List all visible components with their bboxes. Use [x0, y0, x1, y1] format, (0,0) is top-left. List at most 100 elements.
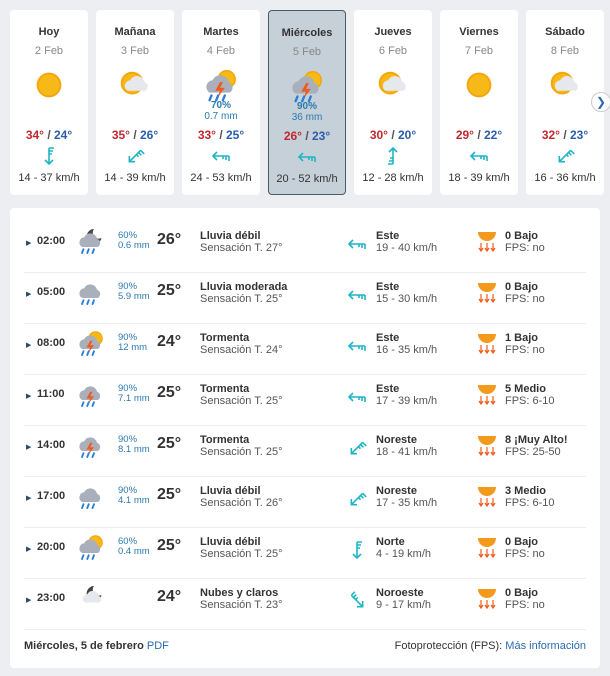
day-card[interactable]: Viernes 7 Feb 29° / 22° 18 - 39 km/h: [440, 10, 518, 195]
wind-speed: 20 - 52 km/h: [276, 173, 338, 185]
hour-desc: Lluvia débil Sensación T. 26°: [200, 485, 282, 509]
hour-row[interactable]: ▶ 14:00 90% 8.1 mm 25° Tormenta Sensación …: [24, 426, 586, 477]
hour-precip: 90% 4.1 mm: [118, 486, 150, 506]
footer: Miércoles, 5 de febrero PDF Fotoprotecci…: [24, 640, 586, 652]
day-name: Jueves: [374, 26, 412, 38]
wind-arrow-icon: [182, 145, 260, 167]
expand-icon[interactable]: ▶: [26, 597, 32, 604]
fps: FPS: no: [505, 599, 545, 611]
precip-mm: 4.1 mm: [118, 495, 150, 506]
hour-row[interactable]: ▶ 11:00 90% 7.1 mm 25° Tormenta Sensación …: [24, 375, 586, 426]
wind-direction: Norte: [376, 536, 405, 548]
day-card[interactable]: Mañana 3 Feb 35° / 26° 14 - 39 km/h: [96, 10, 174, 195]
pdf-link[interactable]: PDF: [146, 640, 169, 652]
day-card[interactable]: Miércoles 5 Feb 90% 36 mm 26° / 23° 20 - …: [268, 10, 346, 195]
uv-sun-icon: [476, 432, 498, 461]
precip-prob: 60%: [118, 536, 138, 547]
wind-direction: Noreste: [376, 485, 417, 497]
wind-speed: 17 - 39 km/h: [376, 395, 438, 407]
wind-arrow-icon: [354, 145, 432, 167]
wind-speed: 14 - 37 km/h: [18, 172, 80, 184]
wind-direction: Este: [376, 230, 400, 242]
hour-temp: 25°: [157, 486, 182, 503]
fps-label: Fotoprotección (FPS):: [394, 640, 503, 652]
condition: Lluvia moderada: [200, 281, 288, 293]
wind-speed: 24 - 53 km/h: [190, 172, 252, 184]
weather-storm-sun-icon: [76, 328, 106, 361]
wind-speed: 16 - 36 km/h: [534, 172, 596, 184]
wind-speed: 4 - 19 km/h: [376, 548, 432, 560]
hour-precip: 90% 12 mm: [118, 333, 147, 353]
hour-time: 14:00: [37, 439, 66, 451]
day-name: Sábado: [545, 26, 585, 38]
wind-arrow-icon: [346, 386, 368, 411]
fps: FPS: no: [505, 548, 545, 560]
fps: FPS: no: [505, 242, 545, 254]
hourly-panel: ▶ 02:00 60% 0.6 mm 26° Lluvia débil Sensac…: [10, 208, 600, 668]
hour-row[interactable]: ▶ 02:00 60% 0.6 mm 26° Lluvia débil Sensac…: [24, 222, 586, 273]
next-days-button[interactable]: ❯: [591, 92, 610, 112]
expand-icon[interactable]: ▶: [26, 240, 32, 247]
day-card[interactable]: Jueves 6 Feb 30° / 20° 12 - 28 km/h: [354, 10, 432, 195]
expand-icon[interactable]: ▶: [26, 444, 32, 451]
precip-prob: 90%: [296, 101, 317, 112]
day-name: Hoy: [38, 26, 60, 38]
day-date: 3 Feb: [120, 45, 150, 57]
wind-arrow-icon: [269, 146, 345, 168]
chevron-right-icon: ❯: [595, 95, 607, 109]
condition: Tormenta: [200, 383, 250, 395]
expand-icon[interactable]: ▶: [26, 291, 32, 298]
hour-time: 17:00: [37, 490, 66, 502]
hour-uv: 3 Medio FPS: 6-10: [505, 485, 555, 509]
weather-storm-sun-icon: [269, 66, 345, 106]
day-temps: 29° / 22°: [455, 128, 503, 142]
day-date: 4 Feb: [206, 45, 236, 57]
fps: FPS: no: [505, 293, 545, 305]
wind-arrow-icon: [346, 284, 368, 309]
hour-row[interactable]: ▶ 20:00 60% 0.4 mm 25° Lluvia débil Sensac…: [24, 528, 586, 579]
hour-row[interactable]: ▶ 23:00 24° Nubes y claros Sensación T. 2…: [24, 579, 586, 630]
hour-wind: Noreste 18 - 41 km/h: [376, 434, 437, 458]
wind-direction: Este: [376, 332, 400, 344]
wind-speed: 18 - 39 km/h: [448, 172, 510, 184]
weather-storm-icon: [76, 430, 106, 463]
feels-like: Sensación T. 25°: [200, 548, 283, 560]
weather-sun-cloud-icon: [96, 65, 174, 105]
uv-index: 1 Bajo: [505, 332, 539, 344]
day-card[interactable]: Hoy 2 Feb 34° / 24° 14 - 37 km/h: [10, 10, 88, 195]
max-temp: 26°: [283, 129, 302, 143]
max-temp: 34°: [25, 128, 44, 142]
precip-mm: 8.1 mm: [118, 444, 150, 455]
day-date: 2 Feb: [34, 45, 64, 57]
uv-sun-icon: [476, 381, 498, 410]
fps: FPS: no: [505, 344, 545, 356]
hour-wind: Este 16 - 35 km/h: [376, 332, 437, 356]
hour-uv: 0 Bajo FPS: no: [505, 281, 545, 305]
wind-speed: 16 - 35 km/h: [376, 344, 438, 356]
hour-row[interactable]: ▶ 05:00 90% 5.9 mm 25° Lluvia moderada Sen…: [24, 273, 586, 324]
precip-mm: 36 mm: [291, 112, 323, 123]
precip-prob: 60%: [118, 230, 138, 241]
expand-icon[interactable]: ▶: [26, 393, 32, 400]
hour-wind: Este 19 - 40 km/h: [376, 230, 437, 254]
wind-speed: 19 - 40 km/h: [376, 242, 438, 254]
hour-desc: Lluvia débil Sensación T. 25°: [200, 536, 282, 560]
hour-desc: Nubes y claros Sensación T. 23°: [200, 587, 282, 611]
hour-row[interactable]: ▶ 17:00 90% 4.1 mm 25° Lluvia débil Sensac…: [24, 477, 586, 528]
wind-speed: 17 - 35 km/h: [376, 497, 438, 509]
hour-row[interactable]: ▶ 08:00 90% 12 mm 24° Tormenta Sensación T…: [24, 324, 586, 375]
wind-speed: 12 - 28 km/h: [362, 172, 424, 184]
wind-direction: Noreste: [376, 434, 417, 446]
day-date: 8 Feb: [550, 45, 580, 57]
more-info-link[interactable]: Más información: [505, 640, 586, 652]
hour-desc: Tormenta Sensación T. 25°: [200, 383, 282, 407]
expand-icon[interactable]: ▶: [26, 495, 32, 502]
max-temp: 32°: [541, 128, 560, 142]
min-temp: 26°: [140, 128, 159, 142]
weather-storm-icon: [76, 379, 106, 412]
expand-icon[interactable]: ▶: [26, 546, 32, 553]
fps: FPS: 25-50: [505, 446, 561, 458]
precip-mm: 0.4 mm: [118, 546, 150, 557]
expand-icon[interactable]: ▶: [26, 342, 32, 349]
day-card[interactable]: Martes 4 Feb 70% 0.7 mm 33° / 25° 24 - 53…: [182, 10, 260, 195]
